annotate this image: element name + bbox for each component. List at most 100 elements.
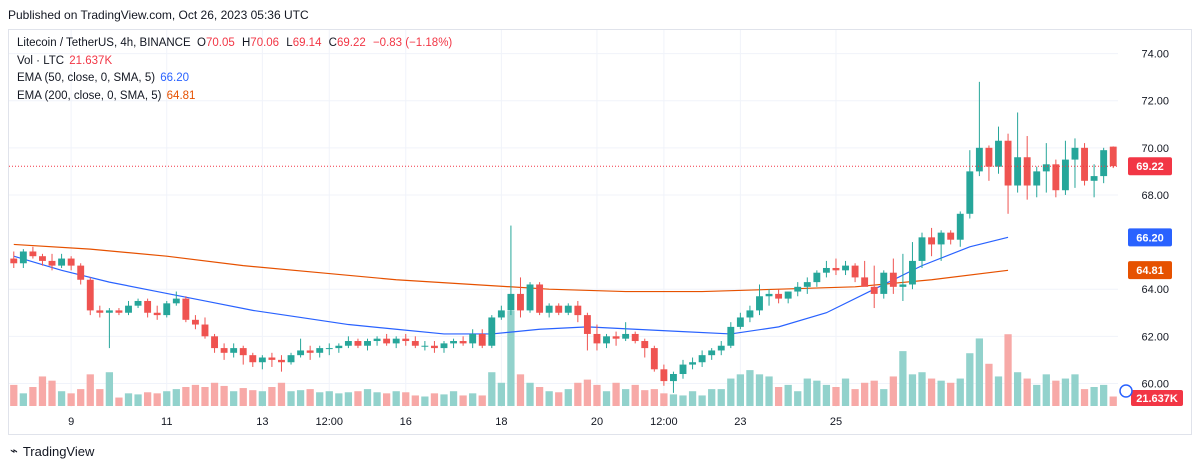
candle-body xyxy=(134,300,142,306)
volume-bar xyxy=(832,387,840,406)
x-tick-label: 23 xyxy=(734,416,746,428)
volume-bar xyxy=(870,380,878,406)
candle-body xyxy=(1109,146,1117,167)
y-tick-label: 62.00 xyxy=(1141,331,1169,343)
volume-bar xyxy=(316,392,324,406)
volume-bar xyxy=(708,389,716,406)
candle-body xyxy=(631,333,639,342)
candle-body xyxy=(335,345,343,349)
volume-bar xyxy=(1023,378,1031,406)
legend-ema200-row[interactable]: EMA (200, close, 0, SMA, 5) 64.81 xyxy=(17,88,452,106)
volume-bar xyxy=(727,378,735,406)
legend-open-value: 70.05 xyxy=(206,37,235,49)
volume-bar xyxy=(210,382,219,406)
candle-body xyxy=(851,265,859,278)
candle-body xyxy=(928,237,936,245)
volume-bar xyxy=(249,390,257,406)
volume-bar xyxy=(1004,334,1012,406)
candle-body xyxy=(392,338,400,344)
candle-body xyxy=(727,326,735,346)
candle-body xyxy=(354,341,362,346)
candle-body xyxy=(966,171,974,214)
candle-body xyxy=(325,348,333,350)
footer[interactable]: ⌁ TradingView xyxy=(10,443,94,459)
legend-low-label: L xyxy=(286,37,293,49)
candle-body xyxy=(956,213,964,240)
volume-bar xyxy=(822,384,831,406)
legend-low-value: 69.14 xyxy=(292,37,322,49)
candle-body xyxy=(402,338,410,342)
volume-bar xyxy=(1052,380,1060,406)
volume-bar xyxy=(478,395,486,406)
volume-bar xyxy=(363,389,372,406)
candle-body xyxy=(220,348,228,353)
candle-body xyxy=(574,305,582,316)
x-tick-label: 20 xyxy=(591,416,603,428)
y-tick-label: 70.00 xyxy=(1141,143,1169,155)
volume-bar xyxy=(1090,387,1098,406)
candle-body xyxy=(564,305,572,313)
volume-bar xyxy=(507,311,515,406)
candle-body xyxy=(775,293,783,299)
candle-body xyxy=(822,267,830,273)
volume-bar xyxy=(851,389,859,406)
chart-frame[interactable] xyxy=(8,29,1192,435)
volume-bar xyxy=(440,394,448,406)
volume-bar xyxy=(545,391,553,406)
legend-close-label: C xyxy=(328,37,337,49)
legend-symbol: Litecoin / TetherUS, 4h, BINANCE xyxy=(17,37,191,49)
candle-body xyxy=(603,336,610,344)
candle-body xyxy=(96,310,104,313)
candle-body xyxy=(1033,171,1041,186)
candle-body xyxy=(10,258,18,264)
volume-bar xyxy=(115,397,123,406)
candle-body xyxy=(937,232,945,245)
volume-bar xyxy=(975,338,984,406)
x-tick-label: 16 xyxy=(400,416,412,428)
volume-bar xyxy=(172,389,180,406)
candle-body xyxy=(899,284,907,287)
volume-bar xyxy=(564,389,572,406)
volume-bar xyxy=(985,363,993,406)
volume-bar xyxy=(574,382,582,406)
candle-body xyxy=(268,357,276,360)
candle-body xyxy=(239,348,247,356)
volume-bar xyxy=(86,374,94,406)
candle-body xyxy=(746,310,754,318)
candle-body xyxy=(1071,147,1079,160)
candle-body xyxy=(316,348,324,353)
published-caption: Published on TradingView.com, Oct 26, 20… xyxy=(8,8,309,22)
volume-bar xyxy=(1100,384,1108,406)
legend-ema50-row[interactable]: EMA (50, close, 0, SMA, 5) 66.20 xyxy=(17,70,452,88)
volume-bar xyxy=(191,384,200,406)
volume-bar xyxy=(555,392,563,406)
volume-bar xyxy=(230,391,238,406)
candle-body xyxy=(650,348,658,370)
volume-bar xyxy=(459,395,467,406)
volume-bar xyxy=(201,387,209,406)
volume-bar xyxy=(48,380,56,406)
candle-body xyxy=(153,312,161,316)
candle-body xyxy=(1042,164,1050,172)
go-to-realtime-icon xyxy=(1119,384,1133,398)
candle-body xyxy=(105,310,113,313)
volume-bar xyxy=(803,378,811,406)
volume-bar xyxy=(841,378,850,406)
x-tick-label: 25 xyxy=(830,416,842,428)
volume-bar xyxy=(220,385,228,406)
volume-bar xyxy=(622,389,630,406)
candle-body xyxy=(947,232,955,240)
legend-ohlc-row[interactable]: Litecoin / TetherUS, 4h, BINANCE O70.05 … xyxy=(17,35,452,53)
legend-open-label: O xyxy=(197,37,206,49)
x-tick-label: 12:00 xyxy=(316,416,344,428)
legend-volume-row[interactable]: Vol · LTC 21.637K xyxy=(17,53,452,71)
volume-bar xyxy=(966,353,974,406)
volume-bar xyxy=(497,382,505,406)
candle-body xyxy=(1023,157,1031,186)
volume-bar xyxy=(277,382,286,406)
volume-bar xyxy=(29,387,37,406)
candle-body xyxy=(880,272,888,294)
candle-body xyxy=(975,147,983,172)
volume-bar xyxy=(918,372,926,406)
